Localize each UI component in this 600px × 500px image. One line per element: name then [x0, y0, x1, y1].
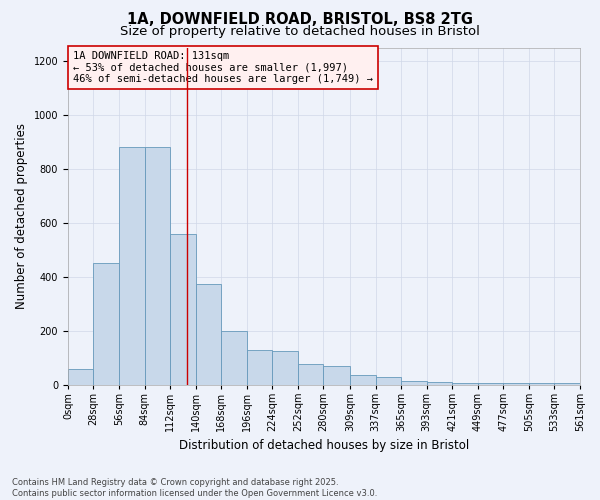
Text: 1A DOWNFIELD ROAD: 131sqm
← 53% of detached houses are smaller (1,997)
46% of se: 1A DOWNFIELD ROAD: 131sqm ← 53% of detac…	[73, 51, 373, 84]
Bar	[247, 350, 272, 384]
Bar	[221, 331, 247, 384]
Bar	[298, 364, 323, 384]
Bar	[145, 148, 170, 384]
Y-axis label: Number of detached properties: Number of detached properties	[15, 123, 28, 309]
Bar	[196, 284, 221, 384]
Bar	[170, 234, 196, 384]
Text: 1A, DOWNFIELD ROAD, BRISTOL, BS8 2TG: 1A, DOWNFIELD ROAD, BRISTOL, BS8 2TG	[127, 12, 473, 28]
Bar	[68, 368, 94, 384]
Bar	[427, 382, 452, 384]
Bar	[350, 376, 376, 384]
Text: Contains HM Land Registry data © Crown copyright and database right 2025.
Contai: Contains HM Land Registry data © Crown c…	[12, 478, 377, 498]
Bar	[94, 264, 119, 384]
Bar	[272, 351, 298, 384]
Bar	[323, 366, 350, 384]
Bar	[376, 376, 401, 384]
X-axis label: Distribution of detached houses by size in Bristol: Distribution of detached houses by size …	[179, 440, 469, 452]
Text: Size of property relative to detached houses in Bristol: Size of property relative to detached ho…	[120, 25, 480, 38]
Bar	[401, 380, 427, 384]
Bar	[119, 148, 145, 384]
